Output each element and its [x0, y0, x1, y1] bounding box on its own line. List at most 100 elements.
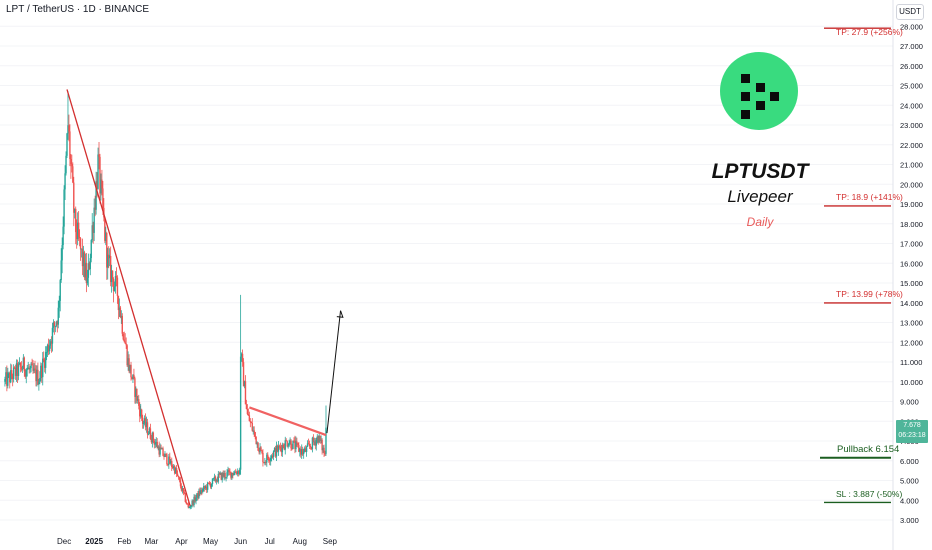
ticker-title: LPTUSDT — [711, 160, 809, 183]
candle-body — [168, 456, 170, 465]
candle-body — [147, 433, 150, 435]
tp1-label: TP: 13.99 (+78%) — [836, 289, 903, 299]
candle-body — [319, 435, 321, 441]
candle-body — [311, 437, 314, 450]
candle-body — [322, 447, 324, 451]
candle-body — [298, 445, 300, 452]
candle-body — [155, 441, 157, 443]
candle-body — [303, 448, 306, 452]
candle-body — [30, 363, 32, 369]
candle-body — [31, 363, 33, 366]
candle-body — [17, 364, 20, 376]
candle-body — [57, 307, 59, 325]
y-tick-label: 18.000 — [900, 220, 923, 229]
candle-body — [306, 443, 309, 447]
candle-body — [259, 447, 261, 453]
candle-body — [164, 453, 166, 458]
candle-body — [203, 486, 205, 489]
target-levels — [820, 27, 891, 504]
candle-body — [110, 270, 113, 283]
candle-body — [281, 444, 284, 453]
candle-body — [169, 456, 171, 464]
candle-body — [176, 473, 179, 476]
candle-body — [228, 470, 230, 472]
candle-body — [231, 472, 233, 478]
candle-body — [119, 307, 122, 318]
candle-body — [163, 455, 165, 458]
candle-body — [116, 277, 119, 296]
candle-body — [67, 125, 69, 134]
candle-body — [51, 327, 54, 344]
candle-body — [66, 133, 68, 156]
candle-body — [195, 497, 197, 502]
candle-body — [37, 369, 39, 385]
candle-body — [220, 472, 222, 480]
candle-body — [13, 367, 16, 369]
y-tick-label: 23.000 — [900, 121, 923, 130]
candle-body — [108, 254, 110, 259]
candle-body — [287, 445, 289, 447]
y-tick-label: 6.000 — [900, 457, 919, 466]
candle-body — [81, 248, 84, 267]
y-tick-label: 16.000 — [900, 259, 923, 268]
candle-body — [170, 461, 172, 464]
x-tick-label: Sep — [323, 537, 338, 546]
y-tick-label: 25.000 — [900, 82, 923, 91]
candle-body — [202, 488, 204, 492]
candle-body — [55, 321, 58, 326]
candle-body — [124, 341, 126, 344]
candle-body — [244, 381, 247, 405]
candle-body — [18, 362, 21, 365]
candle-body — [270, 457, 272, 461]
candle-body — [134, 378, 136, 397]
candle-body — [16, 363, 19, 376]
candle-body — [280, 447, 283, 453]
candle-body — [318, 435, 320, 443]
candle-body — [313, 441, 316, 443]
candle-body — [117, 295, 120, 311]
candle-body — [289, 440, 291, 444]
candle-body — [236, 472, 238, 475]
currency-button[interactable]: USDT — [896, 4, 924, 20]
candle-body — [210, 484, 213, 488]
y-tick-label: 17.000 — [900, 240, 923, 249]
candle-body — [201, 489, 203, 492]
candle-body — [216, 480, 219, 482]
candle-body — [125, 343, 127, 346]
candle-body — [184, 493, 187, 503]
projection-arrowhead — [336, 310, 344, 318]
candle-body — [294, 440, 296, 450]
candle-body — [189, 507, 191, 508]
candle-body — [88, 263, 91, 270]
candle-body — [237, 471, 239, 475]
candle-body — [149, 428, 152, 439]
x-tick-label: Aug — [293, 537, 307, 546]
candle-body — [269, 460, 271, 462]
candle-body — [297, 442, 299, 446]
asset-name: Livepeer — [727, 187, 793, 206]
candle-body — [69, 131, 71, 159]
candle-body — [94, 207, 96, 210]
candle-body — [260, 447, 262, 451]
candle-body — [275, 445, 278, 457]
candle-body — [251, 422, 253, 431]
candle-body — [274, 448, 277, 457]
candle-body — [237, 471, 240, 474]
candle-body — [143, 418, 146, 424]
candle-body — [126, 345, 128, 366]
candle-body — [250, 422, 252, 423]
candle-body — [82, 252, 85, 267]
candle-body — [205, 486, 208, 490]
candle-body — [218, 473, 220, 475]
x-tick-label: Feb — [117, 537, 131, 546]
candle-body — [4, 379, 6, 382]
candle-body — [166, 454, 168, 465]
candle-body — [301, 448, 303, 455]
candle-body — [173, 466, 176, 474]
candle-body — [49, 341, 52, 346]
candle-body — [162, 448, 164, 456]
candle-body — [200, 489, 202, 494]
candle-body — [160, 447, 162, 450]
candle-body — [291, 448, 293, 450]
y-tick-label: 19.000 — [900, 200, 923, 209]
